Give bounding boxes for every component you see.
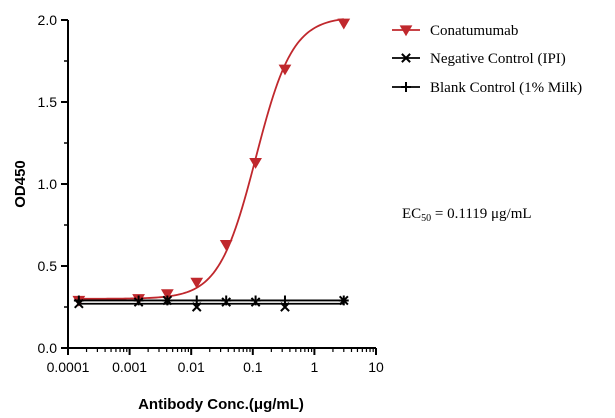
y-tick-label: 2.0 <box>38 12 58 28</box>
x-tick-label: 1 <box>311 359 319 375</box>
x-tick-label: 0.001 <box>112 359 147 375</box>
ec50-subscript: 50 <box>421 213 431 224</box>
data-point <box>401 53 411 63</box>
x-axis-title: Antibody Conc.(μg/mL) <box>138 396 304 413</box>
y-tick-label: 1.5 <box>38 94 58 110</box>
x-tick-label: 0.0001 <box>47 359 90 375</box>
y-tick-label: 0.5 <box>38 258 58 274</box>
legend-item: Negative Control (IPI) <box>392 51 566 67</box>
legend-label: Conatumumab <box>430 23 518 39</box>
legend-label: Blank Control (1% Milk) <box>430 80 582 96</box>
data-point <box>219 240 233 251</box>
y-axis: 0.0 0.5 1.0 1.5 2.0 <box>38 12 68 356</box>
ec50-prefix: EC <box>402 206 421 222</box>
legend-label: Negative Control (IPI) <box>430 51 566 67</box>
data-point <box>191 295 202 306</box>
data-point <box>191 302 202 312</box>
data-point <box>399 25 413 37</box>
data-point <box>133 295 144 306</box>
y-tick-label: 1.0 <box>38 176 58 192</box>
data-point <box>221 295 232 306</box>
data-point <box>401 82 411 92</box>
fit-curves <box>78 18 344 305</box>
y-tick-label: 0.0 <box>38 340 58 356</box>
legend-item: Blank Control (1% Milk) <box>392 80 582 96</box>
data-point <box>249 158 262 169</box>
ec50-annotation: EC50 = 0.1119 μg/mL <box>402 206 532 224</box>
data-point <box>73 295 84 306</box>
x-tick-label: 0.01 <box>178 359 205 375</box>
data-point <box>337 18 351 30</box>
fit-line <box>78 18 344 300</box>
data-point <box>250 295 261 306</box>
data-point <box>160 289 174 301</box>
x-axis: 0.0001 0.001 0.01 0.1 1 10 <box>47 348 384 375</box>
legend-item: Conatumumab <box>392 23 518 39</box>
data-point <box>280 295 290 306</box>
x-tick-label: 10 <box>368 359 384 375</box>
ec50-value: = 0.1119 μg/mL <box>431 206 531 222</box>
data-point <box>280 302 290 312</box>
data-point <box>278 64 292 76</box>
y-axis-title: OD450 <box>12 160 29 208</box>
data-point <box>338 295 349 306</box>
x-tick-label: 0.1 <box>243 359 263 375</box>
data-points <box>72 18 351 312</box>
data-point <box>162 295 173 306</box>
legend: Conatumumab Negative Control (IPI) Blank C… <box>392 23 582 96</box>
data-point <box>190 277 204 289</box>
